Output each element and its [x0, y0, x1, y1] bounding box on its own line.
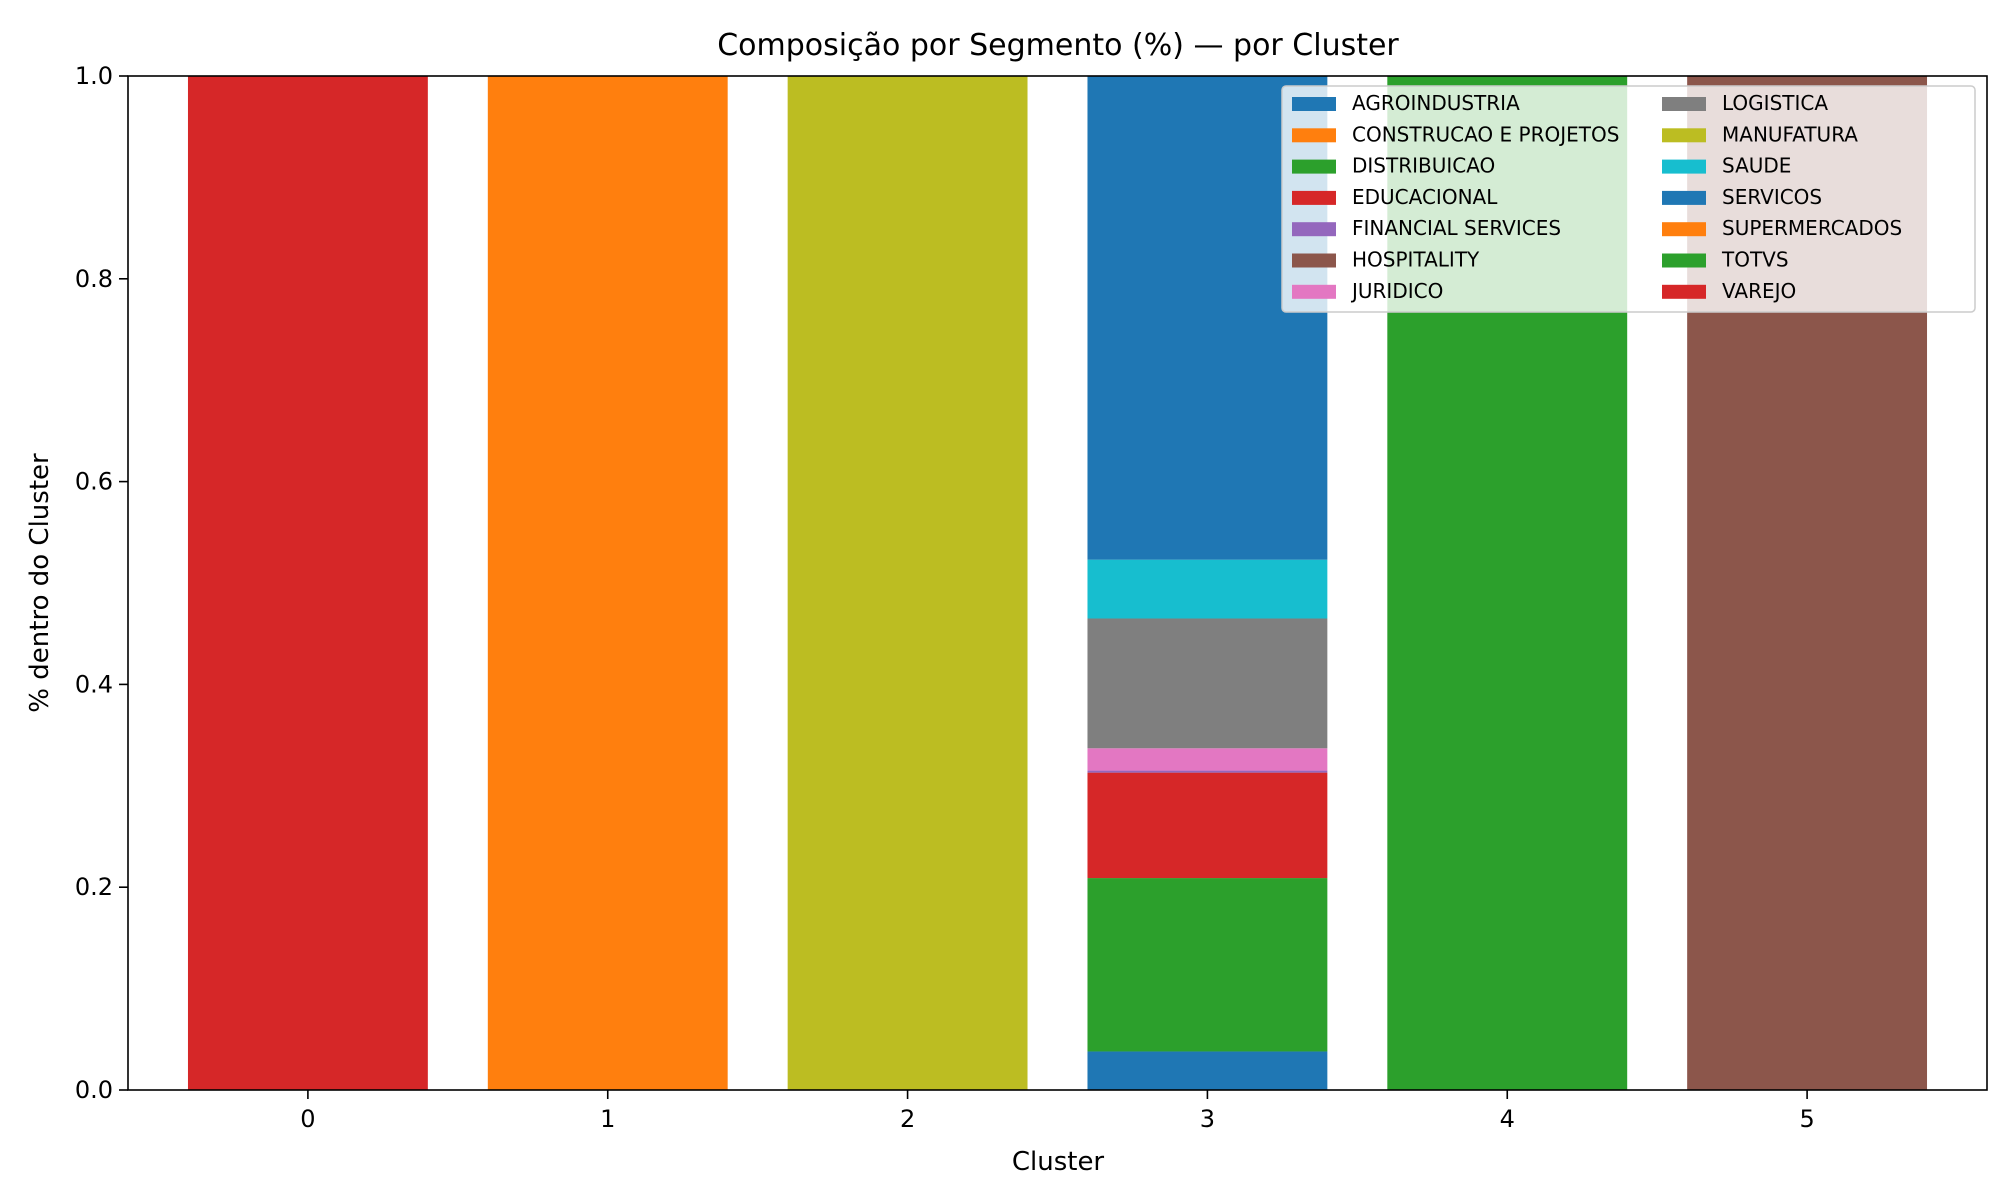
legend-entry-label: HOSPITALITY	[1352, 248, 1480, 272]
x-tick-label: 5	[1799, 1105, 1814, 1133]
legend-entry-label: SUPERMERCADOS	[1722, 216, 1902, 240]
bar-segment-saude-cluster-3	[1087, 559, 1328, 619]
legend-swatch	[1292, 222, 1336, 237]
bar-segment-logistica-cluster-3	[1087, 618, 1328, 749]
plot-frame	[127, 75, 1988, 1091]
legend-swatch	[1662, 253, 1706, 268]
legend-swatch	[1662, 190, 1706, 205]
y-tick-label: 0.2	[75, 873, 113, 901]
legend-swatch	[1292, 284, 1336, 299]
legend-entry-label: SAUDE	[1722, 154, 1791, 178]
x-tick-label: 2	[900, 1105, 915, 1133]
legend-entry-label: DISTRIBUICAO	[1352, 154, 1495, 178]
legend-entry-label: MANUFATURA	[1722, 122, 1858, 146]
legend-entry-label: CONSTRUCAO E PROJETOS	[1352, 122, 1619, 146]
x-axis-label: Cluster	[1012, 1147, 1105, 1177]
legend-entry-label: LOGISTICA	[1722, 91, 1828, 115]
chart-title: Composição por Segmento (%) — por Cluste…	[717, 28, 1399, 63]
x-tick-label: 1	[600, 1105, 615, 1133]
legend-swatch	[1292, 128, 1336, 143]
legend-box	[1281, 85, 1976, 313]
legend-entry-label: EDUCACIONAL	[1352, 185, 1498, 209]
y-tick-label: 1.0	[75, 62, 113, 90]
bar-segment-construcao-e-projetos-cluster-1	[487, 76, 728, 1090]
x-tick-label: 0	[300, 1105, 315, 1133]
legend-entry-label: TOTVS	[1721, 248, 1789, 272]
bar-segment-financial-services-cluster-3	[1087, 770, 1328, 773]
y-tick-label: 0.0	[75, 1076, 113, 1104]
legend-swatch	[1662, 128, 1706, 143]
y-tick-label: 0.6	[75, 468, 113, 496]
y-tick-label: 0.4	[75, 670, 113, 698]
y-tick-label: 0.8	[75, 265, 113, 293]
legend-swatch	[1292, 97, 1336, 111]
legend-swatch	[1292, 159, 1336, 174]
legend-swatch	[1662, 97, 1706, 111]
legend: AGROINDUSTRIA CONSTRUCAO E PROJETOS DISTRI…	[1281, 85, 1976, 313]
legend-swatch	[1662, 284, 1706, 299]
bar-segment-educacional-cluster-3	[1087, 772, 1328, 879]
legend-swatch	[1292, 190, 1336, 205]
legend-swatch	[1292, 253, 1336, 268]
legend-entry-label: SERVICOS	[1722, 185, 1822, 209]
bar-segment-varejo-cluster-0	[187, 76, 428, 1090]
legend-entry-label: JURIDICO	[1350, 279, 1443, 303]
y-axis-label: % dentro do Cluster	[25, 453, 55, 713]
axes-layer: 0 1 2 3 4 5 0.0 0.2 0.4 0.6 0.8 1.0	[75, 62, 1988, 1133]
bar-segment-juridico-cluster-3	[1087, 748, 1328, 771]
bar-segment-manufatura-cluster-2	[787, 76, 1028, 1090]
x-tick-label: 3	[1200, 1105, 1215, 1133]
bar-segment-agroindustria-cluster-3	[1087, 1051, 1328, 1090]
bar-segment-distribuicao-cluster-3	[1087, 878, 1328, 1052]
legend-swatch	[1662, 222, 1706, 237]
legend-entry-label: FINANCIAL SERVICES	[1352, 216, 1561, 240]
legend-swatch	[1662, 159, 1706, 174]
legend-entry-label: AGROINDUSTRIA	[1352, 91, 1520, 115]
legend-entry-label: VAREJO	[1722, 279, 1796, 303]
x-tick-label: 4	[1500, 1105, 1515, 1133]
